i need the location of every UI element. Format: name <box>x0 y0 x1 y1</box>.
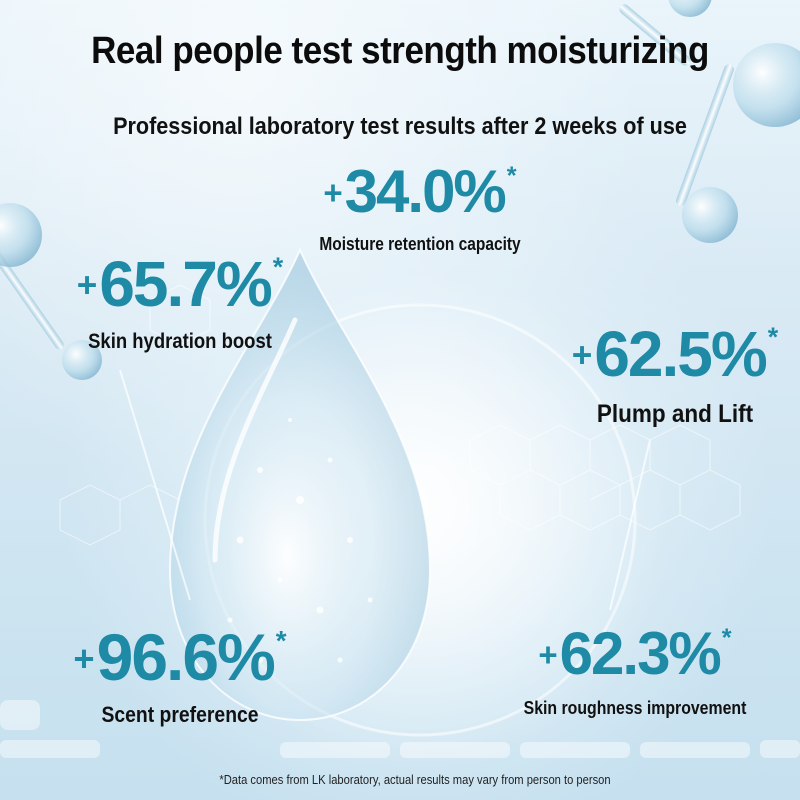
stat-value: +62.5%* <box>571 318 779 390</box>
stat-skin-roughness: +62.3%* Skin roughness improvement <box>500 624 770 719</box>
stat-label: Skin hydration boost <box>88 330 272 353</box>
hexagon-grid <box>59 284 741 546</box>
stat-value: +62.3%* <box>538 620 732 687</box>
stat-label: Scent preference <box>101 702 259 727</box>
molecule-top-right <box>619 0 800 243</box>
water-drop <box>168 247 432 722</box>
drop-bubbles <box>227 418 373 663</box>
stat-skin-hydration: +65.7%* Skin hydration boost <box>60 252 300 354</box>
page-title: Real people test strength moisturizing <box>91 30 709 72</box>
stat-scent-preference: +96.6%* Scent preference <box>60 624 300 728</box>
stat-value: +65.7%* <box>76 248 284 320</box>
stat-moisture-retention: +34.0%* Moisture retention capacity <box>300 162 540 255</box>
stat-value: +34.0%* <box>323 158 517 225</box>
disclaimer-note: *Data comes from LK laboratory, actual r… <box>219 772 611 787</box>
stat-label: Skin roughness improvement <box>523 698 747 718</box>
page-subtitle: Professional laboratory test results aft… <box>113 113 687 140</box>
molecule-left <box>0 203 102 380</box>
drop-highlight <box>212 317 298 563</box>
stat-label: Plump and Lift <box>596 400 754 428</box>
bottom-bars <box>0 700 800 758</box>
stat-label: Moisture retention capacity <box>319 234 521 254</box>
stat-value: +96.6%* <box>73 620 287 694</box>
stat-plump-lift: +62.5%* Plump and Lift <box>560 322 790 429</box>
connector-lines <box>119 369 651 611</box>
